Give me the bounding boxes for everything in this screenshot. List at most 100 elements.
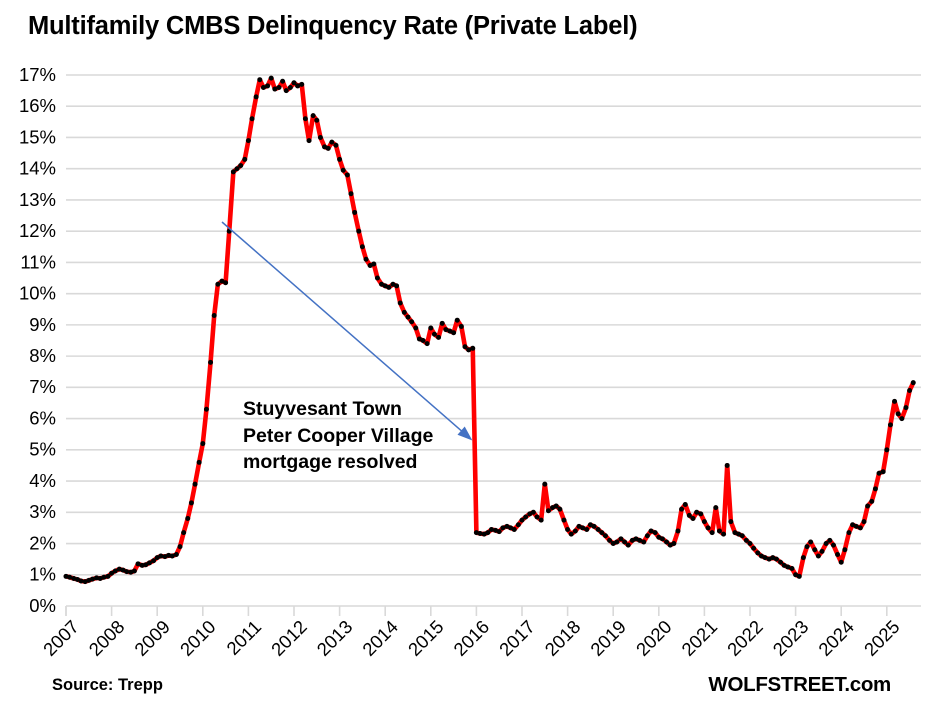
data-point-marker <box>386 284 392 290</box>
data-point-marker <box>907 387 913 393</box>
data-point-marker <box>314 117 320 123</box>
data-point-marker <box>747 541 753 547</box>
x-axis-tick-label: 2016 <box>449 616 493 660</box>
x-axis-tick-label: 2023 <box>768 616 812 660</box>
data-point-marker <box>352 209 358 215</box>
data-series-line <box>63 75 916 584</box>
data-point-marker <box>819 548 825 554</box>
data-point-marker <box>173 551 179 557</box>
y-axis-tick-label: 7% <box>29 376 56 397</box>
x-axis-tick-label: 2015 <box>404 616 448 660</box>
data-point-marker <box>405 314 411 320</box>
data-point-marker <box>458 323 464 329</box>
data-point-marker <box>356 228 362 234</box>
data-point-marker <box>496 529 502 535</box>
data-point-marker <box>671 541 677 547</box>
y-axis-tick-label: 15% <box>19 126 56 147</box>
data-point-marker <box>397 300 403 306</box>
data-point-marker <box>169 553 175 559</box>
data-point-marker <box>812 547 818 553</box>
data-point-marker <box>215 281 221 287</box>
data-point-marker <box>644 533 650 539</box>
data-point-marker <box>652 530 658 536</box>
data-point-marker <box>374 275 380 281</box>
data-point-marker <box>865 503 871 509</box>
annotation-arrow-head <box>457 426 473 441</box>
data-point-marker <box>830 542 836 548</box>
data-point-marker <box>238 163 244 169</box>
data-point-marker <box>477 531 483 537</box>
data-point-marker <box>291 80 297 86</box>
data-point-marker <box>306 138 312 144</box>
data-point-marker <box>553 503 559 509</box>
data-point-marker <box>105 573 111 579</box>
y-axis-tick-labels: 0% 1% 2% 3% 4% 5% 6% 7% 8% 9% 10% 11% 12% 13% 14% 15% 16… <box>19 64 56 616</box>
x-axis-tick-label: 2019 <box>586 616 630 660</box>
data-point-marker <box>78 578 84 584</box>
data-point-marker <box>151 558 157 564</box>
data-point-marker <box>903 405 909 411</box>
x-axis-tick-label: 2010 <box>176 616 220 660</box>
data-point-marker <box>470 345 476 351</box>
data-point-marker <box>686 512 692 518</box>
data-point-marker <box>451 330 457 336</box>
x-axis-tick-label: 2014 <box>358 616 402 660</box>
data-point-marker <box>785 564 791 570</box>
data-point-marker <box>272 86 278 92</box>
data-point-marker <box>542 481 548 487</box>
x-axis-tick-label: 2025 <box>860 616 904 660</box>
data-point-marker <box>515 522 521 528</box>
data-point-marker <box>705 525 711 531</box>
data-point-marker <box>876 470 882 476</box>
data-point-marker <box>815 553 821 559</box>
data-point-marker <box>280 78 286 84</box>
data-point-marker <box>443 327 449 333</box>
data-point-marker <box>701 519 707 525</box>
data-point-marker <box>823 541 829 547</box>
data-point-marker <box>572 528 578 534</box>
data-point-marker <box>67 574 73 580</box>
data-point-marker <box>340 167 346 173</box>
data-point-marker <box>337 156 343 162</box>
data-point-marker <box>428 325 434 331</box>
data-point-marker <box>762 555 768 561</box>
data-point-marker <box>838 559 844 565</box>
data-point-marker <box>743 537 749 543</box>
data-point-marker <box>192 481 198 487</box>
data-point-marker <box>203 406 209 412</box>
data-point-marker <box>602 533 608 539</box>
y-axis-tick-label: 14% <box>19 158 56 179</box>
annotation-label: Stuyvesant Town Peter Cooper Village mor… <box>243 396 433 476</box>
data-point-marker <box>200 441 206 447</box>
data-point-marker <box>242 156 248 162</box>
data-point-marker <box>728 519 734 525</box>
data-point-marker <box>690 516 696 522</box>
annotation-arrow-line <box>221 221 465 435</box>
data-point-marker <box>523 514 529 520</box>
source-note: Source: Trepp <box>52 676 163 694</box>
data-point-marker <box>800 555 806 561</box>
delinquency-rate-line <box>63 75 916 584</box>
data-point-marker <box>310 113 316 119</box>
data-point-marker <box>462 344 468 350</box>
data-point-marker <box>887 422 893 428</box>
data-point-marker <box>211 313 217 319</box>
data-point-marker <box>568 531 574 537</box>
y-axis-tick-label: 6% <box>29 407 56 428</box>
data-point-marker <box>599 530 605 536</box>
y-axis-tick-label: 10% <box>19 283 56 304</box>
x-axis-tick-label: 2008 <box>84 616 128 660</box>
data-point-marker <box>409 319 415 325</box>
data-point-marker <box>721 531 727 537</box>
data-point-marker <box>260 84 266 90</box>
x-axis-tick-label: 2011 <box>222 616 265 659</box>
data-point-marker <box>363 256 369 262</box>
data-point-marker <box>857 525 863 531</box>
data-point-marker <box>808 539 814 545</box>
x-axis-tick-label: 2013 <box>312 616 356 660</box>
x-axis-tick-label: 2024 <box>814 616 858 660</box>
data-point-marker <box>230 169 236 175</box>
data-point-marker <box>223 280 229 286</box>
data-point-marker <box>466 347 472 353</box>
data-point-marker <box>181 530 187 536</box>
